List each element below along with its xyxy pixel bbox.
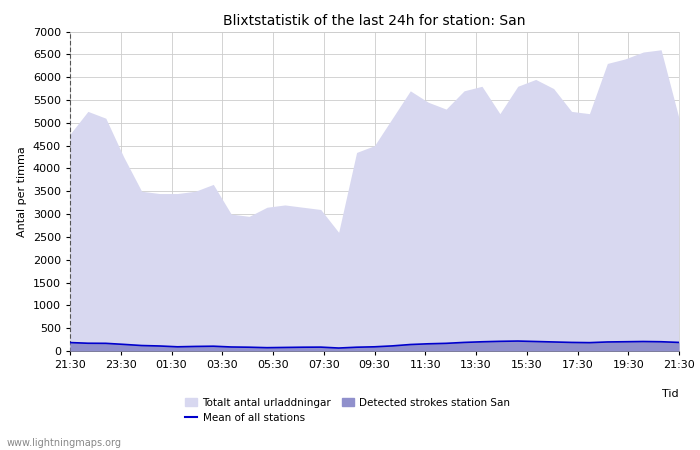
Legend: Totalt antal urladdningar, Mean of all stations, Detected strokes station San: Totalt antal urladdningar, Mean of all s… [185, 398, 510, 423]
Text: www.lightningmaps.org: www.lightningmaps.org [7, 438, 122, 448]
Y-axis label: Antal per timma: Antal per timma [18, 146, 27, 237]
Text: Tid: Tid [662, 389, 679, 399]
Title: Blixtstatistik of the last 24h for station: San: Blixtstatistik of the last 24h for stati… [223, 14, 526, 27]
